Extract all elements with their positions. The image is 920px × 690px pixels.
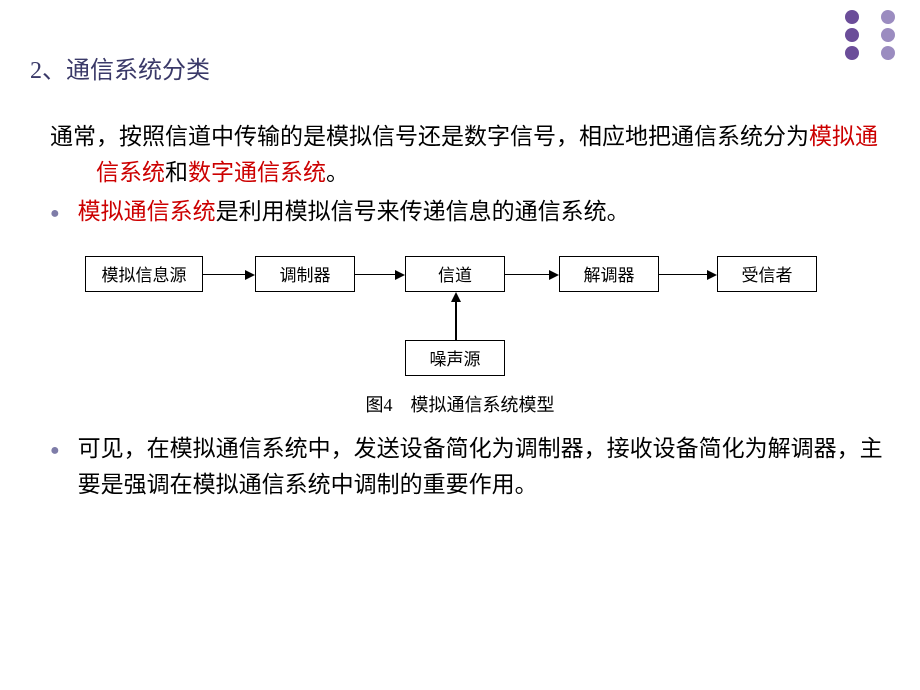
node-receiver: 受信者 — [717, 256, 817, 292]
corner-decoration — [845, 10, 895, 60]
node-modulator: 调制器 — [255, 256, 355, 292]
arrow-vhead — [451, 292, 461, 302]
deco-col-1 — [845, 10, 859, 60]
arrow-head-2 — [549, 270, 559, 280]
arrow-line-3 — [659, 274, 708, 276]
intro-red2: 数字通信系统 — [188, 160, 326, 185]
flowchart-diagram: 模拟信息源 调制器 信道 解调器 受信者噪声源 — [55, 248, 865, 383]
bullet-item-1: ● 模拟通信系统是利用模拟信号来传递信息的通信系统。 — [50, 194, 890, 230]
intro-prefix: 通常，按照信道中传输的是模拟信号还是数字信号，相应地把通信系统分为 — [50, 124, 809, 149]
figure-caption: 图4 模拟通信系统模型 — [30, 391, 890, 417]
arrow-head-0 — [245, 270, 255, 280]
arrow-line-2 — [505, 274, 550, 276]
intro-suffix: 。 — [326, 160, 349, 185]
arrow-line-0 — [203, 274, 246, 276]
arrow-vline — [455, 301, 457, 340]
bullet-item-2: ● 可见，在模拟通信系统中，发送设备简化为调制器，接收设备简化为解调器，主要是强… — [50, 431, 890, 502]
section-title: 2、通信系统分类 — [30, 50, 890, 85]
bullet-marker: ● — [50, 439, 60, 464]
arrow-head-1 — [395, 270, 405, 280]
arrow-head-3 — [707, 270, 717, 280]
bullet1-rest: 是利用模拟信号来传递信息的通信系统。 — [216, 199, 630, 224]
node-noise: 噪声源 — [405, 340, 505, 376]
node-channel: 信道 — [405, 256, 505, 292]
node-demod: 解调器 — [559, 256, 659, 292]
bullet2-text: 可见，在模拟通信系统中，发送设备简化为调制器，接收设备简化为解调器，主要是强调在… — [78, 431, 890, 502]
intro-paragraph: 通常，按照信道中传输的是模拟信号还是数字信号，相应地把通信系统分为模拟通信系统和… — [50, 119, 890, 190]
deco-dot — [881, 46, 895, 60]
deco-dot — [845, 28, 859, 42]
intro-mid: 和 — [165, 160, 188, 185]
deco-dot — [845, 10, 859, 24]
bullet1-red: 模拟通信系统 — [78, 199, 216, 224]
deco-dot — [881, 10, 895, 24]
deco-dot — [845, 46, 859, 60]
arrow-line-1 — [355, 274, 396, 276]
deco-col-2 — [881, 10, 895, 60]
deco-dot — [881, 28, 895, 42]
node-source: 模拟信息源 — [85, 256, 203, 292]
bullet-marker: ● — [50, 202, 60, 227]
